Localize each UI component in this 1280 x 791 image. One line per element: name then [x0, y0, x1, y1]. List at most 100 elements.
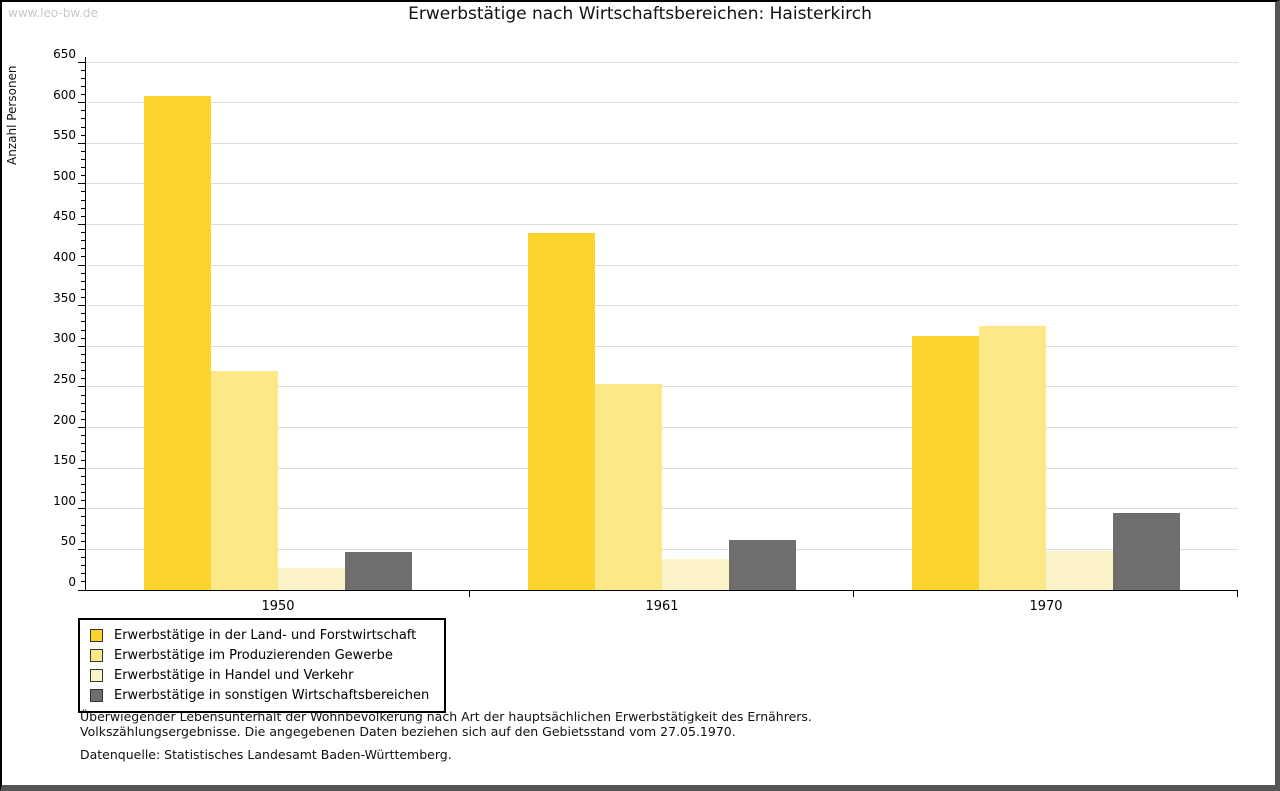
- y-tick-label: 150: [53, 453, 76, 468]
- y-minor-tick: [81, 150, 85, 152]
- y-minor-tick: [81, 94, 85, 95]
- y-minor-tick: [81, 110, 85, 112]
- y-tick-200: [78, 427, 85, 429]
- y-tick-label: 600: [53, 87, 76, 102]
- y-minor-tick: [81, 256, 85, 258]
- y-minor-tick: [81, 158, 85, 160]
- chart-title: Erwerbstätige nach Wirtschaftsbereichen:…: [408, 4, 872, 24]
- data-source-line: Datenquelle: Statistisches Landesamt Bad…: [80, 747, 452, 762]
- y-minor-tick: [81, 248, 85, 250]
- legend-item-handel-verkehr: Erwerbstätige in Handel und Verkehr: [80, 665, 444, 685]
- y-minor-tick: [81, 524, 85, 526]
- y-minor-tick: [81, 77, 85, 79]
- legend-label: Erwerbstätige in der Land- und Forstwirt…: [114, 627, 417, 643]
- y-tick-label: 0: [68, 575, 76, 589]
- y-minor-tick: [81, 313, 85, 315]
- footnote-line-2: Volkszählungsergebnisse. Die angegebenen…: [80, 723, 736, 739]
- y-minor-tick: [81, 191, 85, 193]
- y-tick-label: 250: [53, 371, 76, 386]
- y-tick-label: 100: [53, 493, 76, 508]
- y-minor-tick: [81, 492, 85, 494]
- y-minor-tick: [81, 118, 85, 120]
- y-tick-400: [78, 264, 85, 266]
- bar-1950-series-1: [211, 371, 278, 590]
- y-tick-350: [78, 305, 85, 307]
- y-minor-tick: [81, 394, 85, 396]
- y-minor-tick: [81, 337, 85, 339]
- y-minor-tick: [81, 321, 85, 323]
- y-minor-tick: [81, 565, 85, 567]
- x-category-label: 1950: [261, 599, 295, 614]
- legend-swatch-handel-verkehr: [90, 668, 103, 682]
- y-minor-tick: [81, 435, 85, 437]
- watermark-leo-bw: www.leo-bw.de: [8, 6, 98, 20]
- legend-swatch-land-forstwirtschaft: [90, 628, 103, 642]
- y-tick-label: 400: [53, 250, 76, 265]
- x-category-label: 1961: [645, 599, 679, 614]
- y-minor-tick: [81, 199, 85, 201]
- y-minor-tick: [81, 378, 85, 380]
- y-minor-tick: [81, 418, 85, 420]
- bar-1950-series-2: [278, 568, 345, 590]
- gridline-500: [86, 183, 1238, 185]
- y-minor-tick: [81, 126, 85, 128]
- y-tick-150: [78, 467, 85, 469]
- legend-swatch-produzierendes-gewerbe: [90, 648, 103, 662]
- y-tick-label: 650: [53, 47, 76, 61]
- bar-1961-series-3: [729, 540, 796, 590]
- y-minor-tick: [81, 483, 85, 485]
- y-tick-300: [78, 345, 85, 347]
- legend-item-sonstige-wirtschaftsbereiche: Erwerbstätige in sonstigen Wirtschaftsbe…: [80, 685, 444, 705]
- y-minor-tick: [81, 557, 85, 559]
- gridline-350: [86, 305, 1238, 307]
- gridline-650: [86, 61, 1238, 63]
- y-tick-label: 500: [53, 168, 76, 183]
- x-tick: [469, 591, 470, 597]
- bar-1970-series-0: [912, 336, 979, 590]
- y-tick-label: 200: [53, 412, 76, 427]
- y-minor-tick: [81, 167, 85, 169]
- y-tick-550: [78, 142, 85, 144]
- y-minor-tick: [81, 288, 85, 290]
- gridline-600: [86, 102, 1238, 104]
- y-tick-label: 350: [53, 290, 76, 305]
- y-tick-100: [78, 508, 85, 510]
- legend-label: Erwerbstätige in Handel und Verkehr: [114, 667, 354, 683]
- y-tick-500: [78, 183, 85, 185]
- y-tick-0: [78, 589, 85, 591]
- legend-box: Erwerbstätige in der Land- und Forstwirt…: [78, 618, 446, 713]
- gridline-200: [86, 427, 1238, 429]
- legend-label: Erwerbstätige im Produzierenden Gewerbe: [114, 647, 393, 663]
- bar-1961-series-0: [528, 233, 595, 590]
- legend-item-land-forstwirtschaft: Erwerbstätige in der Land- und Forstwirt…: [80, 625, 444, 645]
- y-minor-tick: [81, 581, 85, 583]
- y-tick-600: [78, 102, 85, 104]
- y-minor-tick: [81, 362, 85, 364]
- legend-item-produzierendes-gewerbe: Erwerbstätige im Produzierenden Gewerbe: [80, 645, 444, 665]
- bar-1950-series-0: [144, 96, 211, 590]
- y-tick-label: 300: [53, 331, 76, 346]
- bar-1961-series-1: [595, 384, 662, 590]
- gridline-50: [86, 548, 1238, 550]
- y-minor-tick: [81, 516, 85, 518]
- y-axis-title: Anzahl Personen: [5, 65, 19, 165]
- gridline-450: [86, 223, 1238, 225]
- y-minor-tick: [81, 85, 85, 87]
- y-minor-tick: [81, 134, 85, 136]
- y-tick-label: 50: [60, 534, 76, 549]
- y-minor-tick: [81, 232, 85, 234]
- y-tick-650: [78, 61, 85, 63]
- gridline-400: [86, 264, 1238, 266]
- footnote-line-1: Überwiegender Lebensunterhalt der Wohnbe…: [80, 709, 812, 724]
- y-minor-tick: [81, 500, 85, 502]
- y-tick-label: 450: [53, 209, 76, 224]
- y-minor-tick: [81, 370, 85, 372]
- y-minor-tick: [81, 402, 85, 404]
- y-tick-250: [78, 386, 85, 388]
- legend-label: Erwerbstätige in sonstigen Wirtschaftsbe…: [114, 687, 430, 703]
- y-minor-tick: [81, 215, 85, 217]
- gridline-100: [86, 508, 1238, 510]
- y-tick-450: [78, 223, 85, 225]
- x-tick: [1237, 591, 1238, 597]
- y-minor-tick: [81, 329, 85, 331]
